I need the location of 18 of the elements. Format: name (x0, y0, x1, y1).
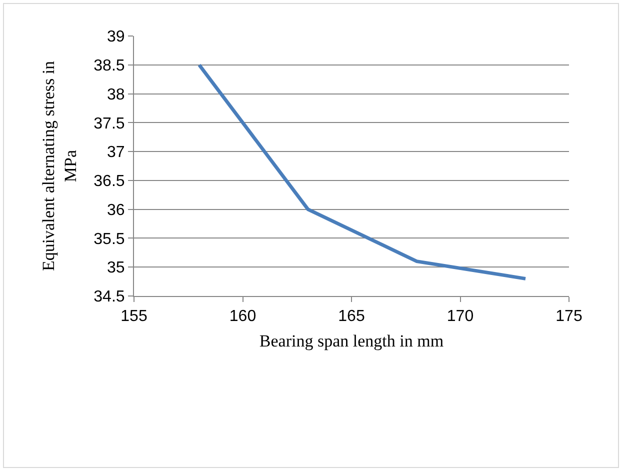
line-series (198, 63, 528, 280)
y-tick-label: 35 (107, 260, 125, 277)
x-tick-label: 170 (446, 308, 474, 326)
y-tick-label: 37 (107, 144, 125, 162)
y-tick-label: 38 (107, 86, 125, 104)
y-tick-label: 36.5 (94, 173, 125, 190)
y-tick-label: 35.5 (94, 230, 125, 248)
y-tick-label: 39 (107, 28, 125, 46)
x-tick-label: 160 (229, 308, 256, 326)
y-tick-label: 34.5 (94, 288, 125, 306)
x-tick-label: 165 (338, 308, 365, 326)
y-tick-label: 37.5 (94, 115, 125, 132)
x-tick-label: 155 (120, 308, 148, 326)
x-tick-label: 175 (556, 308, 582, 326)
y-tick-label: 38.5 (94, 57, 125, 74)
y-axis-title: Equivalent alternating stress in MPa (39, 60, 80, 272)
y-tick-label: 36 (107, 202, 125, 219)
x-axis-title: Bearing span length in mm (259, 332, 444, 351)
